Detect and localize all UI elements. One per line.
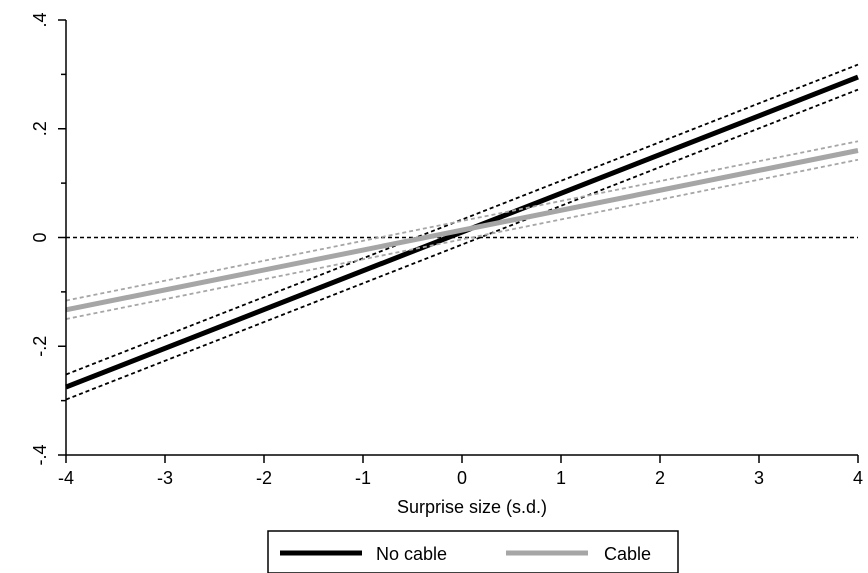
x-tick-label: -2 [256,468,272,488]
ci-upper-cable [65,140,859,302]
axes: -4 -3 -2 -1 0 1 2 3 4 -.4 -.2 0 .2 .4 [30,12,863,488]
y-tick-label: .4 [30,12,50,27]
legend-label-cable: Cable [604,544,651,564]
plot-area [65,63,859,401]
legend: No cable Cable [267,530,679,573]
y-tick-label: 0 [30,232,50,242]
x-tick-label: 3 [754,468,764,488]
x-tick-label: 1 [556,468,566,488]
x-tick-label: -4 [58,468,74,488]
x-axis-title: Surprise size (s.d.) [397,497,547,517]
x-tick-label: 4 [853,468,863,488]
x-tick-label: -1 [355,468,371,488]
legend-label-no-cable: No cable [376,544,447,564]
x-tick-label: -3 [157,468,173,488]
x-tick-label: 0 [457,468,467,488]
y-tick-label: .2 [30,121,50,136]
y-tick-label: -.2 [30,336,50,357]
ci-upper-no-cable [65,63,859,376]
series-line-cable [65,148,859,313]
ci-lower-no-cable [65,88,859,401]
y-tick-label: -.4 [30,444,50,465]
ci-lower-cable [65,158,859,320]
x-tick-label: 2 [655,468,665,488]
